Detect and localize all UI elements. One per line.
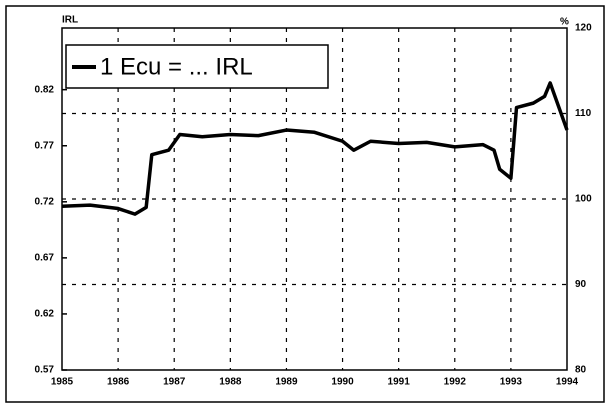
x-tick-label: 1991 xyxy=(388,377,411,388)
y2-tick-label: 100 xyxy=(575,194,592,205)
y2-axis-label: % xyxy=(560,17,569,28)
legend-label: 1 Ecu = ... IRL xyxy=(100,53,253,80)
y-tick-label: 0.67 xyxy=(35,253,55,264)
x-tick-label: 1989 xyxy=(275,377,298,388)
y-tick-label: 0.77 xyxy=(35,140,55,151)
legend-box xyxy=(65,44,329,89)
y2-tick-label: 120 xyxy=(575,23,592,34)
y2-tick-label: 80 xyxy=(575,365,587,376)
y-tick-label: 0.82 xyxy=(35,84,55,95)
y2-tick-label: 110 xyxy=(575,108,592,119)
x-tick-label: 1988 xyxy=(219,377,242,388)
x-tick-label: 1990 xyxy=(331,377,354,388)
x-tick-label: 1987 xyxy=(163,377,186,388)
x-tick-label: 1994 xyxy=(556,377,579,388)
line xyxy=(61,81,569,216)
y-tick-label: 0.57 xyxy=(35,365,55,376)
y-axis-label: IRL xyxy=(62,15,78,26)
x-tick-label: 1985 xyxy=(51,377,74,388)
x-tick-label: 1986 xyxy=(107,377,130,388)
x-tick-label: 1992 xyxy=(444,377,467,388)
y-tick-label: 0.62 xyxy=(35,309,55,320)
x-tick-label: 1993 xyxy=(500,377,523,388)
frame xyxy=(5,5,605,403)
y2-tick-label: 90 xyxy=(575,279,587,290)
y-tick-label: 0.72 xyxy=(35,196,55,207)
